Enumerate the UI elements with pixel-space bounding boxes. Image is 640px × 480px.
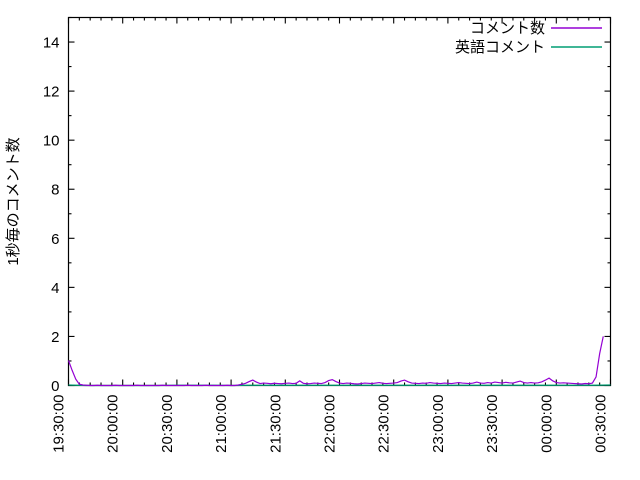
y-tick-label: 10 [43, 133, 60, 150]
x-tick-label: 00:00:00 [538, 395, 555, 453]
x-tick-label: 20:00:00 [105, 395, 122, 453]
x-tick-label: 22:00:00 [322, 395, 339, 453]
x-axis-tick-labels: 19:30:00 20:00:00 20:30:00 21:00:00 21:30:00… [51, 394, 610, 452]
y-tick-label: 2 [51, 329, 59, 346]
y-tick-label: 4 [51, 280, 59, 297]
data-series-layer [67, 336, 611, 387]
x-tick-label: 19:30:00 [51, 395, 68, 453]
legend-label-2: 英語コメント [455, 38, 545, 56]
y-axis-title: 1秒毎のコメント数 [5, 137, 22, 265]
y-tick-label: 14 [43, 35, 60, 52]
y-tick-label: 8 [51, 182, 59, 199]
y-axis-tick-labels: 0 2 4 6 8 10 12 14 [43, 35, 60, 395]
x-tick-label: 21:00:00 [213, 395, 230, 453]
y-tick-label: 12 [43, 84, 60, 101]
series-line-1 [67, 336, 604, 387]
x-tick-label: 20:30:00 [159, 395, 176, 453]
x-tick-label: 23:00:00 [430, 395, 447, 453]
x-tick-label: 22:30:00 [376, 395, 393, 453]
x-tick-label: 00:30:00 [593, 395, 610, 453]
y-tick-label: 0 [51, 378, 59, 395]
legend-label-1: コメント数 [470, 20, 545, 37]
y-tick-label: 6 [51, 231, 59, 248]
x-tick-label: 21:30:00 [267, 395, 284, 453]
x-tick-label: 23:30:00 [484, 394, 501, 452]
